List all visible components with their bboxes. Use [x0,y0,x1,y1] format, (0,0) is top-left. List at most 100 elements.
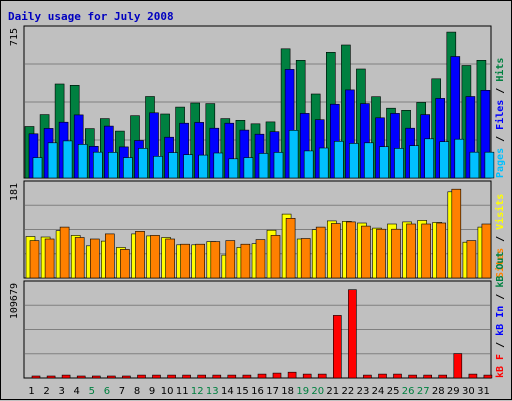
bar-pages-day-17 [273,152,284,179]
legend-entry-visits: Visits [494,194,506,230]
bar-pages-day-2 [47,142,58,179]
bar-pages-day-9 [153,156,163,179]
bar-kb-f-day-8 [137,374,146,379]
bar-pages-day-10 [168,152,178,179]
legend-visits-sites: Sites / Visits [494,194,506,278]
legend-entry-sites: Sites [494,248,506,278]
legend-kbytes: kB F / kB In / kB Out [495,252,506,378]
bar-sites-day-31 [481,223,492,279]
bar-sites-day-6 [105,233,115,279]
bar-sites-day-20 [315,226,326,279]
bar-pages-day-4 [77,144,88,179]
legend-entry-kb-f: kB F [495,354,506,378]
bar-kb-f-day-10 [167,374,176,379]
day-label-13: 13 [206,386,219,397]
bar-sites-day-29 [451,188,462,279]
bar-pages-day-25 [394,148,404,179]
bar-sites-day-16 [255,239,266,279]
bar-sites-day-30 [466,240,477,279]
chart-title: Daily usage for July 2008 [8,10,174,23]
legend-entry-kb-out: kB Out [495,252,506,288]
bar-pages-day-26 [409,145,419,179]
bar-kb-f-day-13 [212,374,222,379]
legend-separator: / [495,336,506,354]
bar-kb-f-day-4 [76,375,86,379]
bar-pages-day-1 [32,157,43,179]
bar-sites-day-9 [150,235,160,279]
day-label-30: 30 [462,386,475,397]
day-label-31: 31 [477,386,490,397]
bar-pages-day-20 [318,147,329,179]
bar-kb-f-day-15 [242,374,252,379]
legend-separator: / [495,82,506,100]
bar-kb-f-day-19 [302,373,312,379]
bar-kb-f-day-1 [31,375,41,379]
bar-kb-f-day-7 [122,375,131,379]
day-label-23: 23 [357,386,370,397]
day-label-2: 2 [43,386,49,397]
day-label-24: 24 [372,386,385,397]
day-label-6: 6 [104,386,110,397]
bar-pages-day-13 [213,152,224,179]
bar-kb-f-day-25 [393,373,402,379]
bar-sites-day-2 [44,238,55,279]
legend-entry-kb-in: kB In [495,306,506,336]
bar-pages-day-31 [484,151,495,179]
bar-sites-day-21 [330,223,341,279]
bar-sites-day-8 [135,231,145,279]
bar-sites-day-27 [421,223,432,279]
bar-sites-day-18 [285,218,296,279]
bar-sites-day-17 [270,235,281,279]
bar-pages-day-28 [439,141,450,179]
day-label-14: 14 [221,386,234,397]
day-label-1: 1 [28,386,34,397]
ymax-label-kbytes: 109679 [9,283,20,319]
bar-pages-day-29 [454,138,465,179]
day-label-12: 12 [191,386,204,397]
bar-kb-f-day-24 [378,373,387,379]
bar-kb-f-day-5 [92,375,101,379]
bar-kb-f-day-11 [182,374,191,379]
bar-pages-day-5 [93,151,103,179]
bar-kb-f-day-16 [257,373,267,379]
bar-sites-day-22 [346,221,356,279]
bar-kb-f-day-31 [483,374,493,379]
day-label-17: 17 [266,386,279,397]
bar-pages-day-14 [228,158,239,179]
bar-pages-day-16 [258,153,269,179]
bar-sites-day-26 [406,223,416,279]
bar-pages-day-22 [349,143,359,179]
bar-pages-day-11 [183,154,193,179]
bar-kb-f-day-14 [227,374,237,379]
bar-sites-day-13 [210,241,221,279]
bar-kb-f-day-9 [152,374,161,379]
bar-kb-f-day-6 [107,375,116,379]
bar-pages-day-27 [424,138,435,179]
day-label-21: 21 [326,386,339,397]
day-label-15: 15 [236,386,249,397]
bar-sites-day-25 [391,228,401,279]
bar-sites-day-19 [300,238,311,279]
ymax-label-visits-sites: 181 [9,183,20,201]
day-label-29: 29 [447,386,460,397]
plot-layer [23,25,495,379]
bar-kb-f-day-20 [317,373,327,379]
bar-sites-day-28 [436,222,447,279]
bar-kb-f-day-26 [408,374,417,379]
bar-sites-day-15 [240,243,251,279]
day-label-22: 22 [342,386,355,397]
day-label-3: 3 [59,386,65,397]
day-label-18: 18 [281,386,294,397]
day-label-4: 4 [74,386,80,397]
bar-sites-day-11 [180,243,190,279]
bar-sites-day-7 [120,249,130,279]
bar-kb-f-day-30 [468,373,478,379]
day-label-16: 16 [251,386,264,397]
bar-sites-day-24 [376,228,386,279]
bar-kb-f-day-12 [197,374,206,379]
bar-kb-f-day-27 [423,374,433,379]
bar-pages-day-21 [333,141,344,179]
legend-entry-pages: Pages [495,148,506,178]
